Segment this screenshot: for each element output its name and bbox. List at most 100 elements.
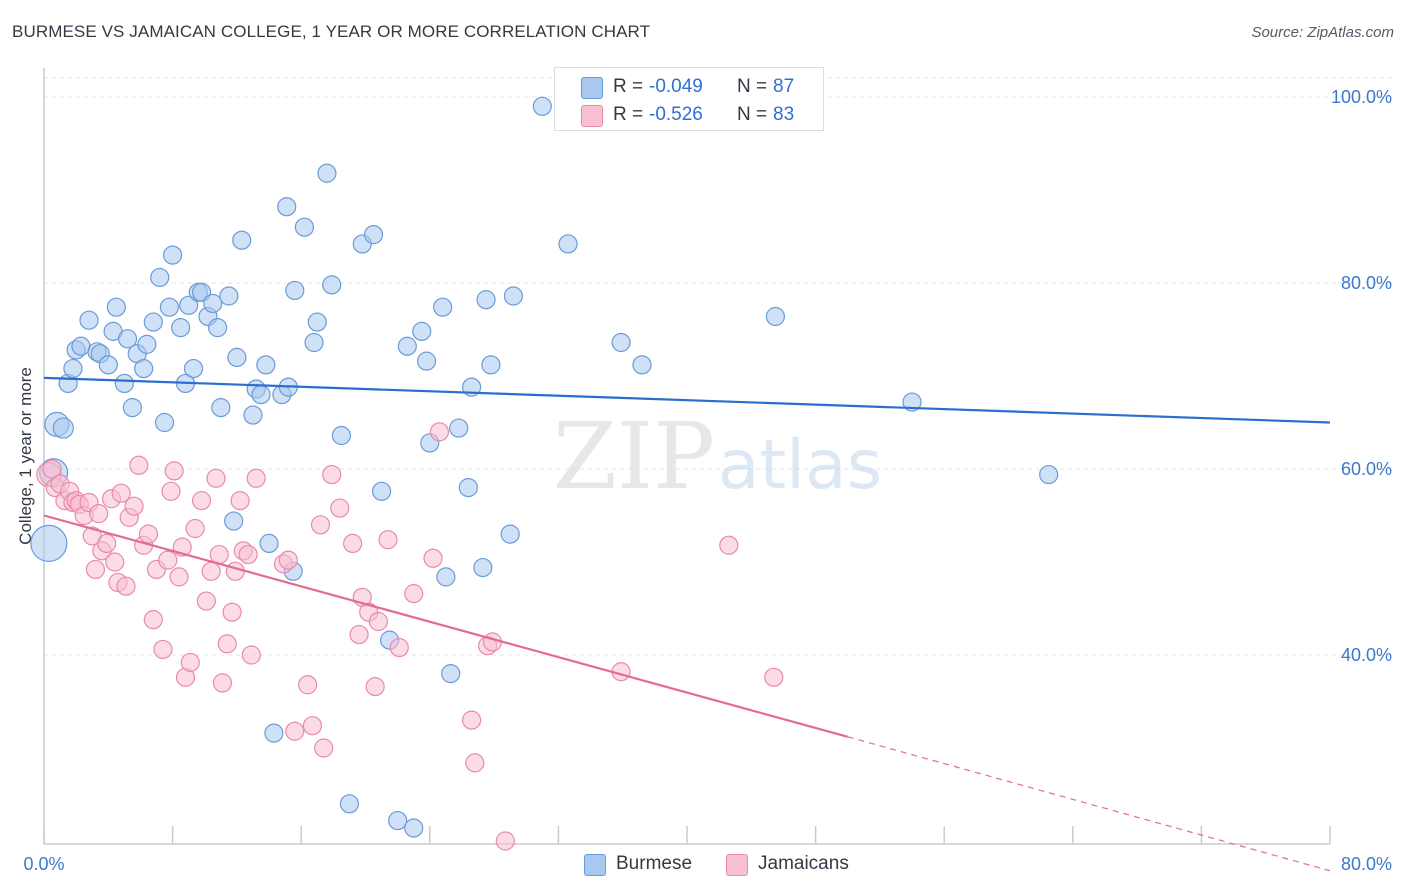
trendlines [43, 376, 1331, 872]
jamaican-point [217, 634, 237, 654]
x-tick-label: 80.0% [1341, 854, 1392, 874]
jamaican-point [278, 550, 298, 570]
burmese-point [294, 217, 315, 237]
burmese-point [412, 321, 432, 341]
burmese-point [98, 355, 118, 375]
watermark-zip: ZIP [553, 403, 715, 510]
burmese-point [473, 557, 493, 578]
burmese-point [52, 417, 74, 439]
burmese-point [256, 355, 276, 375]
jamaican-point [201, 561, 221, 581]
jamaican-point [378, 530, 398, 550]
jamaican-point [423, 548, 443, 568]
watermark-atlas: atlas [718, 426, 882, 505]
series-swatch-jamaicans [726, 854, 748, 876]
burmese-point [433, 297, 453, 317]
jamaican-point [495, 831, 515, 851]
legend-n-label: N = [737, 104, 768, 125]
burmese-point [481, 355, 501, 375]
burmese-point [143, 312, 163, 332]
legend-n-value: 83 [773, 104, 795, 125]
burmese-points [30, 96, 1059, 838]
burmese-point [106, 297, 126, 317]
burmese-point [122, 398, 143, 418]
legend-n-value: 87 [773, 76, 795, 97]
jamaican-point [225, 561, 245, 581]
chart-title: BURMESE VS JAMAICAN COLLEGE, 1 YEAR OR M… [12, 22, 651, 41]
burmese-point [183, 358, 204, 379]
burmese-point [436, 567, 456, 587]
jamaican-point [180, 652, 200, 673]
jamaican-point [138, 524, 159, 544]
gridlines [44, 77, 1392, 656]
burmese-point [371, 481, 392, 501]
jamaican-points [36, 422, 784, 851]
y-tick-label: 100.0% [1331, 87, 1392, 107]
series-legend-label: Jamaicans [758, 853, 849, 874]
jamaican-point [302, 716, 323, 736]
burmese-point [219, 286, 239, 306]
jamaican-point [465, 753, 485, 773]
jamaican-point [143, 610, 163, 630]
burmese-point [179, 295, 199, 315]
jamaican-point [89, 504, 109, 524]
legend-row-burmese: R = -0.049 N = 87 [555, 74, 823, 100]
burmese-point [611, 332, 631, 353]
x-tick-label: 0.0% [23, 854, 64, 874]
jamaican-point [343, 533, 363, 554]
tick-labels: 40.0% 60.0% 80.0% 100.0% 0.0% 80.0% [23, 87, 1392, 874]
series-legend: Burmese Jamaicans [0, 852, 1406, 878]
burmese-point [150, 267, 170, 288]
burmese-point [117, 329, 138, 349]
jamaican-point [764, 667, 784, 687]
jamaican-point [206, 468, 226, 488]
jamaican-point [116, 576, 136, 596]
jamaican-point [161, 481, 181, 501]
jamaican-point [349, 624, 369, 645]
jamaican-point [461, 710, 482, 730]
burmese-point [259, 533, 279, 554]
burmese-point [404, 818, 424, 838]
burmese-point [500, 524, 520, 544]
burmese-point [224, 511, 244, 531]
y-tick-label: 80.0% [1341, 273, 1392, 293]
burmese-point [114, 373, 134, 394]
jamaican-point [310, 515, 331, 535]
jamaican-point [42, 459, 62, 479]
legend-r-label: R = [613, 104, 644, 125]
burmese-point [264, 723, 284, 743]
burmese-point [765, 306, 786, 327]
jamaican-point [191, 491, 212, 511]
burmese-point [503, 286, 523, 306]
burmese-point [632, 355, 652, 375]
legend-swatch-jamaicans [581, 105, 603, 127]
legend-r-value: -0.526 [649, 104, 703, 125]
jamaican-point [368, 611, 388, 632]
burmese-point [307, 312, 327, 332]
burmese-point [363, 225, 384, 245]
jamaican-point [241, 645, 261, 665]
axes [43, 68, 1331, 845]
burmese-point [232, 230, 252, 250]
burmese-point [388, 810, 408, 831]
burmese-point [339, 794, 360, 814]
jamaican-point [153, 639, 173, 660]
y-tick-label: 40.0% [1341, 645, 1392, 665]
jamaican-point [105, 552, 125, 572]
jamaican-point [85, 559, 106, 580]
burmese-point [317, 163, 337, 183]
jamaican-point [212, 673, 233, 693]
jamaican-point [330, 498, 350, 518]
jamaican-point [164, 461, 184, 481]
legend-swatch-burmese [581, 77, 603, 99]
jamaican-point [719, 535, 739, 555]
burmese-point [558, 234, 578, 254]
burmese-point [163, 245, 183, 265]
jamaican-point [230, 491, 250, 511]
jamaican-point [111, 483, 131, 503]
legend-r-value: -0.049 [649, 76, 703, 97]
burmese-point [251, 385, 271, 405]
jamaican-trendline [43, 514, 849, 738]
jamaican-point [246, 468, 266, 488]
